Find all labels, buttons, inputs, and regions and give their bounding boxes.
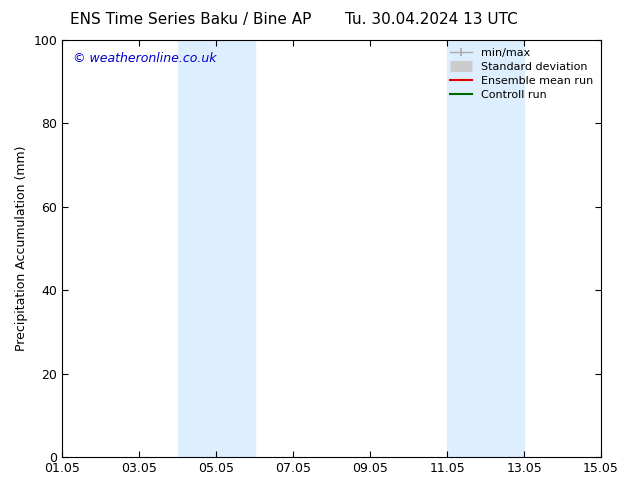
Text: Tu. 30.04.2024 13 UTC: Tu. 30.04.2024 13 UTC — [345, 12, 517, 27]
Text: ENS Time Series Baku / Bine AP: ENS Time Series Baku / Bine AP — [70, 12, 311, 27]
Legend: min/max, Standard deviation, Ensemble mean run, Controll run: min/max, Standard deviation, Ensemble me… — [446, 43, 598, 105]
Y-axis label: Precipitation Accumulation (mm): Precipitation Accumulation (mm) — [15, 146, 28, 351]
Bar — [178, 40, 255, 457]
Bar — [447, 40, 524, 457]
Text: © weatheronline.co.uk: © weatheronline.co.uk — [73, 52, 217, 65]
